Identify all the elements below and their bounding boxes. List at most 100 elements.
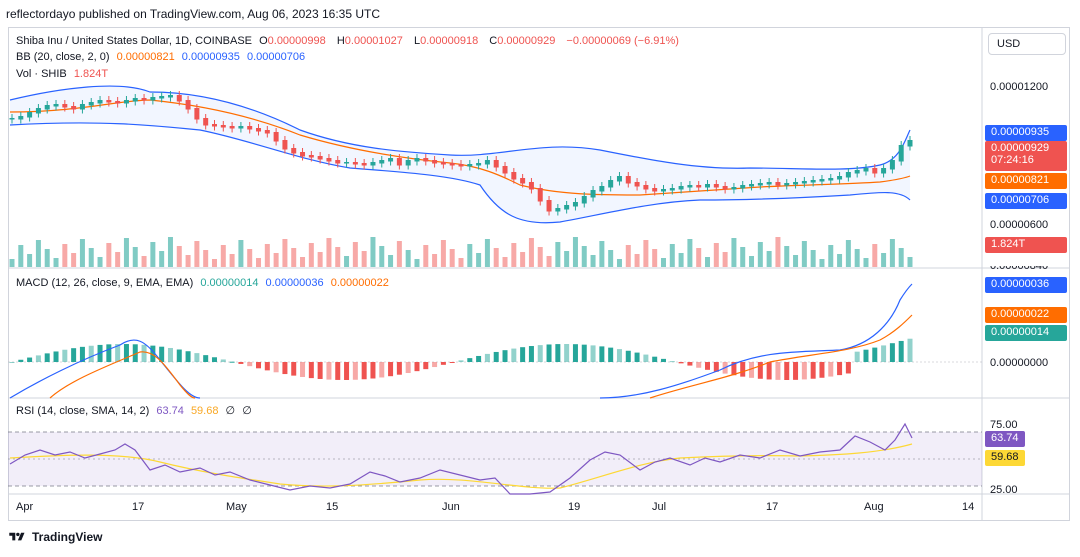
macd-hist-bar (863, 349, 869, 362)
volume-bar (97, 257, 103, 267)
macd-hist-bar (678, 362, 684, 364)
volume-bar (801, 241, 807, 267)
candle-body (819, 179, 825, 182)
rsi-tag: 63.74 (985, 431, 1025, 447)
time-label-14: 14 (962, 501, 975, 513)
candle-body (335, 160, 341, 164)
macd-hist-bar (660, 358, 666, 362)
candle-body (660, 189, 666, 192)
macd-hist-bar (537, 345, 543, 362)
macd-hist-bar (705, 362, 711, 370)
macd-signal-value: 0.00000022 (330, 277, 389, 289)
bb-lower-tag: 0.00000706 (985, 193, 1067, 209)
macd-hist-bar (326, 362, 332, 380)
candle-body (801, 181, 807, 184)
volume-bar (256, 258, 262, 267)
macd-hist-bar (388, 362, 394, 377)
tradingview-footer[interactable]: TradingView (8, 530, 102, 544)
macd-hist-bar (634, 352, 640, 362)
volume-bar (863, 258, 869, 267)
volume-bar (361, 251, 367, 267)
candle-body (159, 96, 165, 99)
volume-bar (141, 256, 147, 267)
candle-body (317, 156, 323, 160)
volume-bar (678, 253, 684, 267)
close-price-text: 0.00000929 (991, 142, 1050, 154)
volume-bar (53, 258, 59, 267)
candle-body (766, 182, 772, 185)
macd-hist-bar (379, 362, 385, 378)
candle-body (440, 162, 446, 165)
volume-bar (282, 239, 288, 267)
volume-bar (564, 251, 570, 267)
candles-group (9, 91, 913, 216)
footer-brand: TradingView (32, 530, 103, 544)
candle-body (35, 108, 41, 114)
time-label-jun: Jun (442, 501, 460, 513)
macd-hist-bar (317, 362, 323, 379)
candle-body (678, 186, 684, 190)
bb-label[interactable]: BB (20, close, 2, 0) (16, 51, 110, 63)
candle-body (388, 158, 394, 162)
macd-hist-bar (581, 344, 587, 362)
rsi-sma-tag: 59.68 (985, 450, 1025, 466)
volume-bar (616, 259, 622, 267)
macd-level-zero: 0.00000000 (990, 357, 1049, 369)
macd-hist-bar (35, 355, 41, 362)
candle-body (581, 196, 587, 204)
macd-line (9, 283, 913, 399)
candle-body (282, 140, 288, 150)
candle-body (352, 162, 358, 165)
volume-bar (810, 250, 816, 267)
candle-body (881, 168, 887, 174)
candle-body (511, 172, 517, 180)
macd-label[interactable]: MACD (12, 26, close, 9, EMA, EMA) (16, 277, 194, 289)
macd-hist-bar (616, 349, 622, 362)
open-value: 0.00000998 (267, 35, 326, 47)
volume-bar (660, 258, 666, 267)
high-value: 0.00001027 (344, 35, 403, 47)
symbol-title[interactable]: Shiba Inu / United States Dollar, 1D, CO… (16, 35, 253, 47)
candle-body (828, 178, 834, 181)
candle-body (176, 95, 182, 102)
macd-hist-bar (810, 362, 816, 379)
rsi-label[interactable]: RSI (14, close, SMA, 14, 2) (16, 405, 150, 417)
macd-hist-bar (546, 344, 552, 362)
volume-bar (379, 246, 385, 267)
macd-hist-bar (291, 362, 297, 376)
volume-bar (405, 250, 411, 267)
low-value: 0.00000918 (420, 35, 479, 47)
candle-body (238, 126, 244, 129)
candle-body (599, 186, 605, 192)
volume-bar (907, 257, 913, 267)
price-level-1200: 0.00001200 (990, 81, 1049, 93)
macd-legend: MACD (12, 26, close, 9, EMA, EMA) 0.0000… (16, 277, 393, 289)
volume-bar (669, 244, 675, 267)
candle-body (326, 158, 332, 162)
volume-bar (106, 243, 112, 267)
candle-body (449, 163, 455, 166)
macd-hist-bar (256, 362, 262, 369)
time-label-17: 17 (132, 501, 145, 513)
currency-button[interactable]: USD (988, 33, 1066, 55)
macd-hist-bar (203, 355, 209, 362)
volume-bar (440, 240, 446, 267)
change-value: −0.00000069 (−6.91%) (566, 35, 679, 47)
macd-hist-bar (713, 362, 719, 372)
volume-bar (88, 248, 94, 267)
macd-hist-bar (511, 348, 517, 362)
candle-body (625, 176, 631, 184)
candle-body (546, 200, 552, 212)
volume-bar (35, 240, 41, 267)
volume-bar (493, 248, 499, 267)
bb-lower-value: 0.00000706 (246, 51, 306, 63)
volume-label[interactable]: Vol · SHIB (16, 68, 67, 80)
chart-frame (8, 27, 1070, 521)
close-price-tag: 0.00000929 07:24:16 (985, 141, 1067, 171)
volume-bar (854, 249, 860, 267)
rsi-level-75: 75.00 (990, 419, 1018, 431)
macd-hist-bar (652, 356, 658, 362)
candle-body (9, 118, 15, 120)
macd-hist-bar (9, 362, 15, 363)
candle-body (44, 105, 50, 110)
